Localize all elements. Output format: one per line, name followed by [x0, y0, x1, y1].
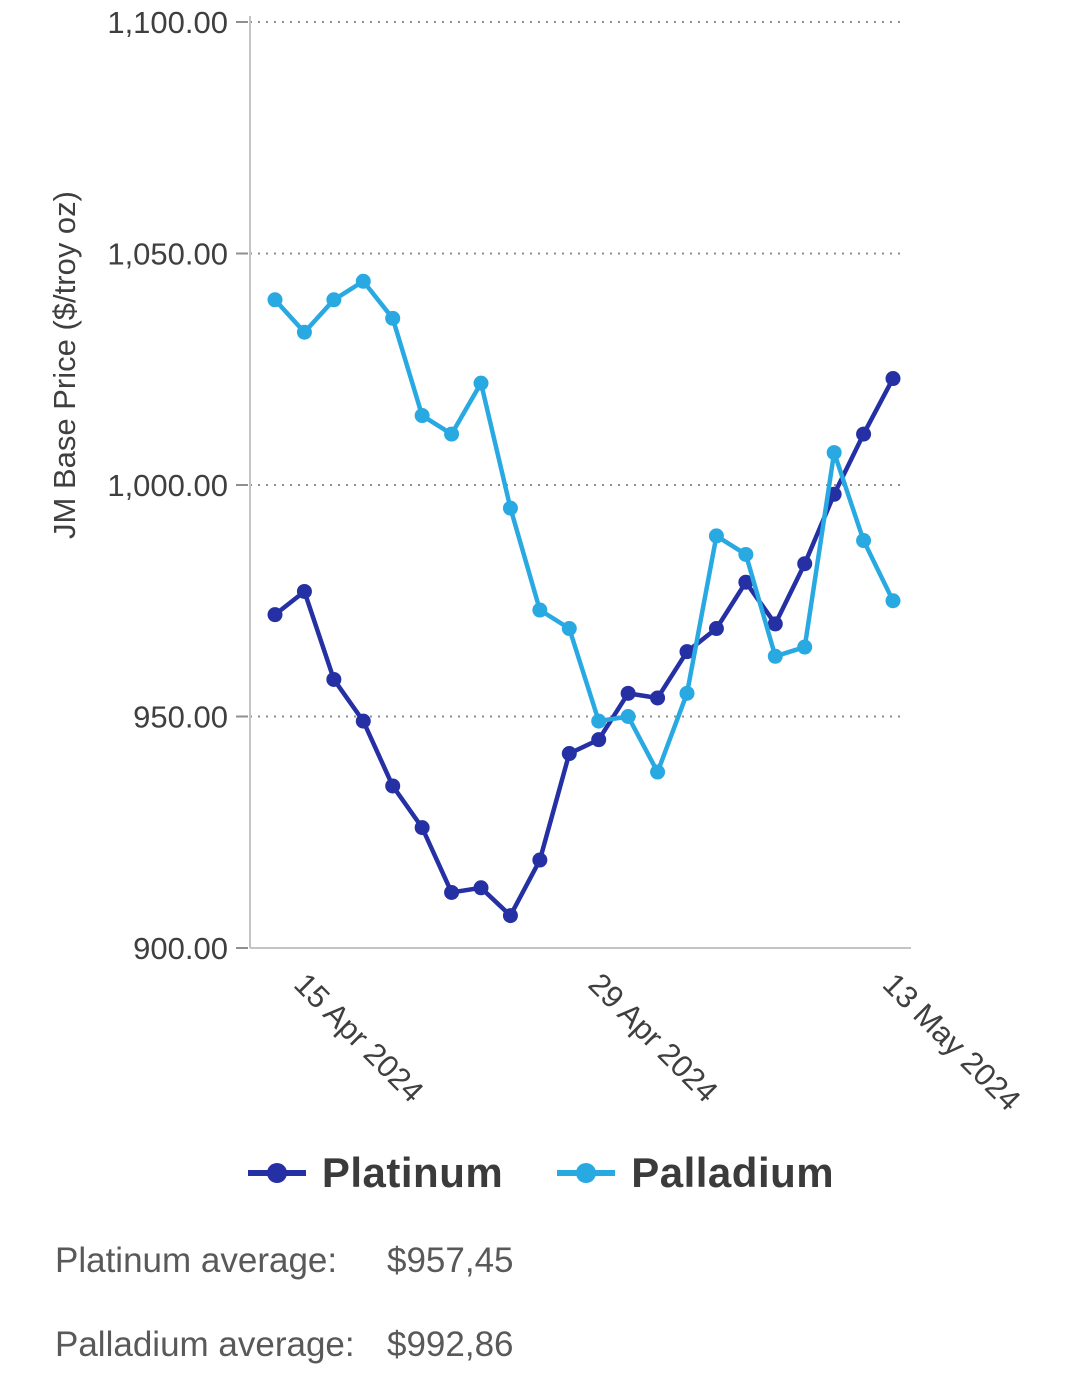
platinum-data-point[interactable]	[385, 778, 401, 794]
platinum-data-point[interactable]	[326, 671, 342, 687]
platinum-data-point[interactable]	[561, 746, 577, 762]
palladium-data-point[interactable]	[767, 648, 783, 664]
palladium-data-point[interactable]	[885, 593, 901, 609]
platinum-average-value: $957,45	[387, 1241, 514, 1280]
palladium-data-point[interactable]	[444, 426, 460, 442]
palladium-data-point[interactable]	[856, 533, 872, 549]
platinum-data-point[interactable]	[797, 556, 813, 572]
platinum-average-text: Platinum average: $957,45	[55, 1241, 1080, 1281]
x-tick-label: 15 Apr 2024	[287, 966, 430, 1109]
platinum-data-point[interactable]	[679, 644, 695, 660]
platinum-data-point[interactable]	[856, 426, 872, 442]
palladium-data-point[interactable]	[296, 324, 312, 340]
palladium-series-marker-icon	[555, 1161, 617, 1185]
palladium-line	[272, 279, 896, 775]
platinum-data-point[interactable]	[650, 690, 666, 706]
palladium-data-point[interactable]	[591, 713, 607, 729]
palladium-data-point[interactable]	[797, 639, 813, 655]
y-axis-title: JM Base Price ($/troy oz)	[47, 191, 82, 539]
price-line-chart[interactable]: 900.00 950.00 1,000.00 1,050.00 1,100.00 JM B…	[0, 0, 1080, 1135]
platinum-average-label: Platinum average:	[55, 1241, 338, 1280]
palladium-data-point[interactable]	[650, 764, 666, 780]
legend-label-platinum: Platinum	[321, 1149, 504, 1196]
y-tick-label: 900.00	[133, 931, 228, 966]
series-palladium	[267, 273, 901, 780]
palladium-data-point[interactable]	[826, 445, 842, 461]
y-tick-label: 950.00	[133, 700, 228, 735]
platinum-series-marker-icon	[246, 1161, 308, 1185]
y-tick-label: 1,100.00	[107, 5, 228, 40]
platinum-data-point[interactable]	[502, 908, 518, 924]
platinum-data-point[interactable]	[620, 685, 636, 701]
platinum-data-point[interactable]	[885, 371, 901, 387]
palladium-data-point[interactable]	[620, 709, 636, 724]
y-tick-label: 1,000.00	[107, 468, 228, 503]
palladium-average-text: Palladium average: $992,86	[55, 1325, 1080, 1365]
platinum-data-point[interactable]	[296, 583, 312, 599]
legend-item-palladium[interactable]: Palladium	[555, 1149, 834, 1197]
platinum-data-point[interactable]	[267, 607, 283, 623]
palladium-data-point[interactable]	[414, 408, 430, 424]
palladium-data-point[interactable]	[561, 621, 577, 637]
platinum-data-point[interactable]	[591, 732, 607, 748]
legend-item-platinum[interactable]: Platinum	[246, 1149, 503, 1197]
series-platinum	[267, 371, 901, 924]
x-tick-label: 29 Apr 2024	[582, 966, 725, 1109]
y-tick-label: 1,050.00	[107, 237, 228, 272]
palladium-data-point[interactable]	[385, 310, 401, 326]
palladium-data-point[interactable]	[326, 292, 342, 308]
platinum-data-point[interactable]	[414, 820, 430, 836]
x-tick-label: 13 May 2024	[876, 966, 1027, 1117]
palladium-data-point[interactable]	[532, 602, 548, 618]
averages-block: Platinum average: $957,45 Palladium avera…	[55, 1241, 1080, 1365]
palladium-data-point[interactable]	[738, 546, 754, 562]
platinum-line	[272, 376, 896, 918]
platinum-data-point[interactable]	[708, 621, 724, 637]
chart-legend: Platinum Palladium	[0, 1149, 1080, 1197]
palladium-average-label: Palladium average:	[55, 1325, 355, 1364]
legend-label-palladium: Palladium	[631, 1149, 835, 1196]
platinum-data-point[interactable]	[532, 852, 548, 868]
platinum-data-point[interactable]	[355, 713, 371, 729]
palladium-data-point[interactable]	[473, 375, 489, 391]
palladium-data-point[interactable]	[502, 500, 518, 516]
palladium-data-point[interactable]	[679, 685, 695, 701]
platinum-data-point[interactable]	[444, 884, 460, 900]
palladium-average-value: $992,86	[387, 1325, 514, 1364]
platinum-data-point[interactable]	[738, 574, 754, 590]
palladium-data-point[interactable]	[267, 292, 283, 308]
palladium-data-point[interactable]	[355, 273, 371, 289]
platinum-data-point[interactable]	[473, 880, 489, 896]
palladium-data-point[interactable]	[708, 528, 724, 544]
platinum-data-point[interactable]	[767, 616, 783, 632]
